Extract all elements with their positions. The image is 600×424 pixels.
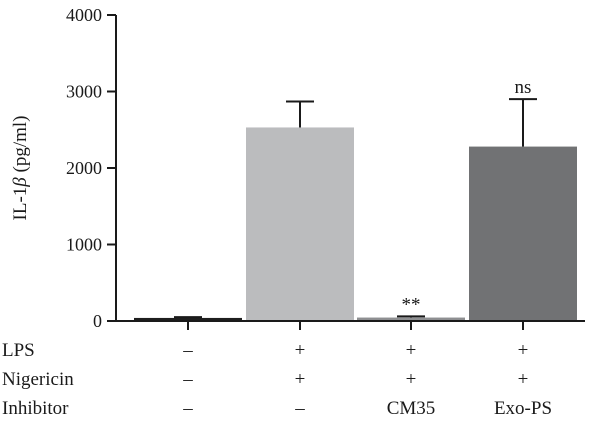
condition-table: LPS – + + + Nigericin – + + + Inhibitor – – CM35 Exo-P… — [2, 340, 552, 419]
condition-value: + — [406, 369, 417, 390]
y-tick-label: 3000 — [66, 82, 102, 102]
y-axis-label-prefix: IL-1 — [10, 187, 31, 221]
y-tick-label: 0 — [93, 311, 102, 331]
condition-row-label: LPS — [2, 340, 35, 361]
condition-value: – — [182, 398, 193, 419]
y-tick-label: 4000 — [66, 5, 102, 25]
condition-value: – — [182, 340, 193, 361]
significance-label: ns — [515, 77, 532, 98]
condition-value: – — [294, 398, 305, 419]
bar — [357, 317, 465, 321]
bar — [246, 127, 354, 321]
y-ticks: 0 1000 2000 3000 4000 — [66, 5, 116, 331]
condition-value: + — [518, 369, 529, 390]
significance-label: ** — [402, 294, 421, 315]
condition-row-label: Nigericin — [2, 369, 74, 390]
y-tick-label: 1000 — [66, 235, 102, 255]
condition-value: + — [518, 340, 529, 361]
bar-annotations: ** ns — [402, 77, 532, 315]
bars-layer — [134, 98, 577, 321]
bar — [134, 317, 242, 321]
condition-value: – — [182, 369, 193, 390]
y-tick-label: 2000 — [66, 158, 102, 178]
y-axis-label-symbol: β — [10, 177, 31, 188]
y-axis-label: IL-1β (pg/ml) — [10, 116, 31, 221]
bar — [469, 146, 577, 321]
condition-value: CM35 — [387, 398, 436, 419]
condition-row-label: Inhibitor — [2, 398, 69, 419]
condition-value: + — [406, 340, 417, 361]
condition-value: Exo-PS — [494, 398, 552, 419]
condition-value: + — [295, 369, 306, 390]
condition-value: + — [295, 340, 306, 361]
y-axis-label-unit: (pg/ml) — [10, 116, 31, 178]
x-ticks — [187, 321, 524, 330]
